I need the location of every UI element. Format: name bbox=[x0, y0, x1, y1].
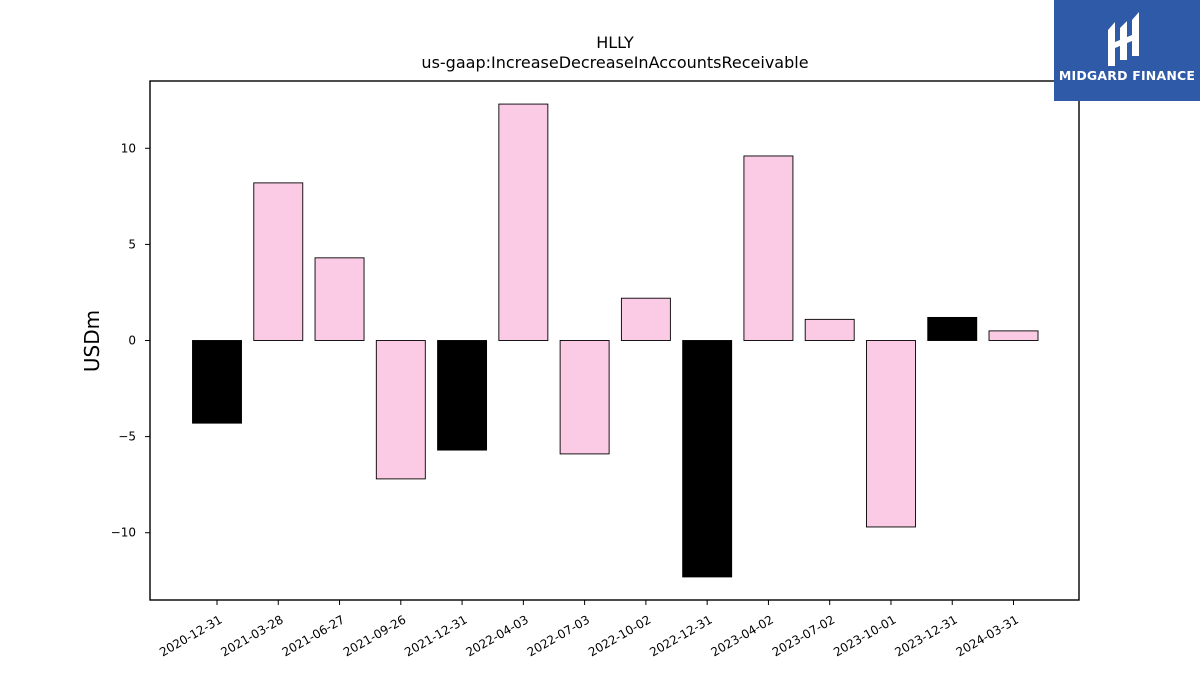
x-tick-label: 2024-03-31 bbox=[954, 612, 1021, 659]
bar-2021-06-27 bbox=[314, 257, 365, 341]
y-tick-label: 10 bbox=[121, 141, 136, 155]
y-axis-ticks: 10 5 0 −5 −10 bbox=[111, 141, 150, 540]
x-tick-label: 2023-07-02 bbox=[770, 612, 837, 659]
x-tick-label: 2023-12-31 bbox=[892, 612, 959, 659]
x-tick-label: 2023-10-01 bbox=[831, 612, 898, 659]
y-tick-label: 0 bbox=[128, 334, 136, 348]
bar-2023-04-02 bbox=[743, 155, 794, 341]
x-tick-label: 2020-12-31 bbox=[157, 612, 224, 659]
bar-2022-07-03 bbox=[559, 340, 610, 455]
bar-2021-12-31 bbox=[437, 340, 488, 451]
x-tick-label: 2022-10-02 bbox=[586, 612, 653, 659]
bars-group bbox=[192, 103, 1039, 578]
x-tick-label: 2021-06-27 bbox=[280, 612, 347, 659]
logo-text: MIDGARD FINANCE bbox=[1058, 68, 1196, 83]
bar-2021-03-28 bbox=[253, 182, 304, 341]
y-tick-label: 5 bbox=[128, 237, 136, 251]
x-tick-label: 2021-03-28 bbox=[218, 612, 285, 659]
x-tick-label: 2021-09-26 bbox=[341, 612, 408, 659]
plot-frame bbox=[149, 80, 1080, 601]
x-tick-label: 2023-04-02 bbox=[709, 612, 776, 659]
x-tick-label: 2022-12-31 bbox=[647, 612, 714, 659]
x-tick-label: 2021-12-31 bbox=[402, 612, 469, 659]
x-tick-label: 2022-07-03 bbox=[525, 612, 592, 659]
bar-2023-12-31 bbox=[927, 316, 978, 341]
x-axis-ticks: 2020-12-312021-03-282021-06-272021-09-26… bbox=[157, 600, 1021, 659]
bar-2024-03-31 bbox=[988, 330, 1039, 341]
bar-2022-10-02 bbox=[620, 297, 671, 341]
y-axis-label: USDm bbox=[80, 310, 104, 372]
bar-2023-10-01 bbox=[866, 340, 916, 528]
midgard-finance-logo: MIDGARD FINANCE bbox=[1054, 0, 1200, 101]
chart-subtitle: us-gaap:IncreaseDecreaseInAccountsReceiv… bbox=[421, 53, 808, 72]
bar-2022-04-03 bbox=[498, 103, 549, 341]
bar-2023-07-02 bbox=[804, 318, 855, 341]
bar-2021-09-26 bbox=[375, 340, 426, 480]
y-tick-label: −10 bbox=[111, 526, 136, 540]
chart-title: HLLY bbox=[596, 33, 634, 52]
bar-2020-12-31 bbox=[192, 340, 242, 424]
x-tick-label: 2022-04-03 bbox=[463, 612, 530, 659]
midgard-logo-mark-icon bbox=[1108, 12, 1139, 66]
bar-2022-12-31 bbox=[682, 340, 733, 578]
y-tick-label: −5 bbox=[118, 430, 136, 444]
